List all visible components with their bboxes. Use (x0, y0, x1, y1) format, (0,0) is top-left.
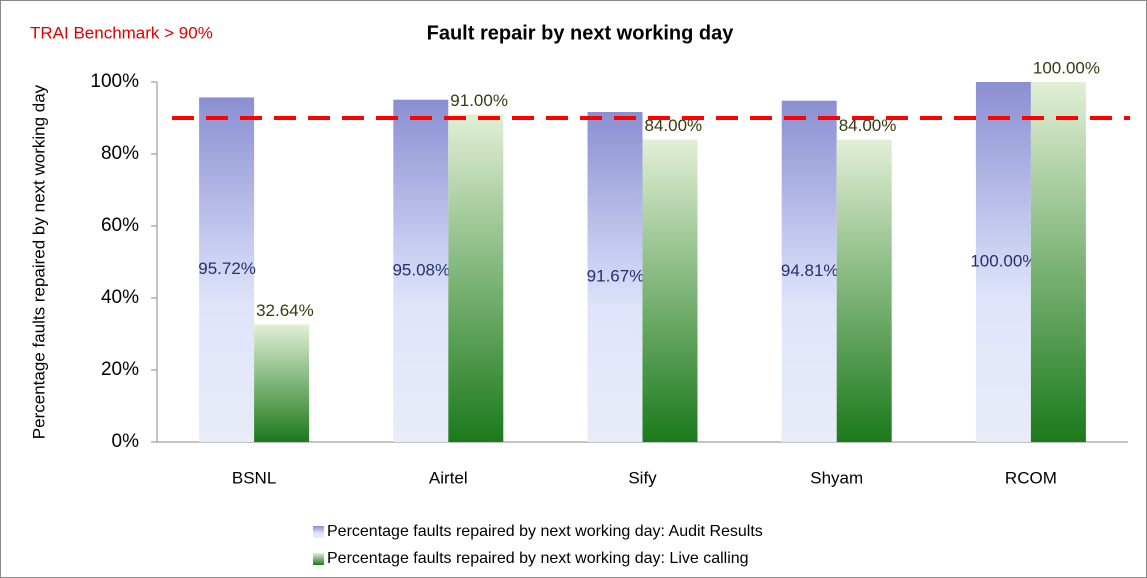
x-tick-label: Shyam (810, 468, 863, 487)
data-label: 91.00% (450, 91, 508, 110)
bar (836, 139, 892, 442)
y-tick-label: 20% (101, 359, 139, 380)
data-label: 94.81% (781, 261, 839, 280)
y-tick-label: 0% (112, 431, 140, 452)
chart-title: Fault repair by next working day (427, 22, 735, 44)
x-tick-label: RCOM (1005, 468, 1057, 487)
data-label: 91.67% (587, 266, 645, 285)
bar (393, 99, 449, 442)
y-axis-title: Percentage faults repaired by next worki… (29, 84, 48, 439)
y-tick-label: 100% (90, 71, 139, 92)
benchmark-annotation: TRAI Benchmark > 90% (30, 23, 213, 42)
y-tick-label: 80% (101, 143, 139, 164)
bar (254, 324, 310, 442)
data-label: 100.00% (970, 251, 1037, 270)
data-label: 95.08% (392, 260, 450, 279)
legend-label: Percentage faults repaired by next worki… (327, 523, 763, 540)
x-tick-label: Airtel (429, 468, 468, 487)
x-tick-label: Sify (628, 468, 657, 487)
data-label: 32.64% (256, 301, 314, 320)
legend-swatch (313, 553, 324, 565)
data-label: 84.00% (645, 116, 703, 135)
legend-swatch (313, 526, 324, 538)
bar (781, 100, 837, 443)
data-label: 84.00% (839, 116, 897, 135)
legend-label: Percentage faults repaired by next worki… (327, 550, 749, 567)
y-tick-label: 60% (101, 215, 139, 236)
x-tick-label: BSNL (232, 468, 276, 487)
bar (975, 82, 1031, 442)
y-tick-label: 40% (101, 287, 139, 308)
data-label: 95.72% (198, 259, 256, 278)
bar (199, 97, 255, 443)
bar (448, 114, 504, 443)
bar (587, 111, 643, 442)
bar (1030, 82, 1086, 442)
data-label: 100.00% (1033, 58, 1100, 77)
bar (642, 139, 698, 442)
